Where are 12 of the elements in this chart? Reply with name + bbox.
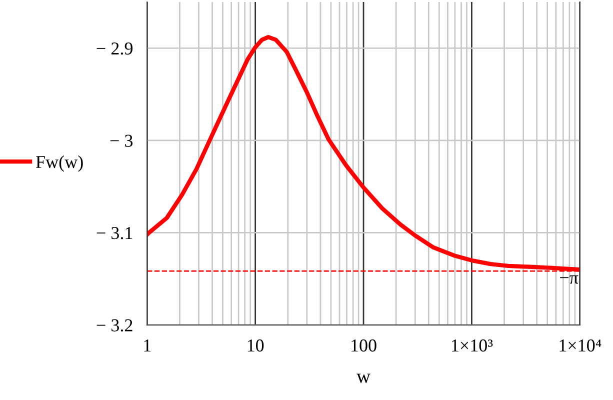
- x-tick-label: 10: [248, 339, 264, 352]
- x-tick-label: 1×10³: [452, 339, 493, 352]
- y-tick-label: − 3.1: [96, 227, 132, 240]
- y-tick-label: − 2.9: [96, 42, 132, 55]
- legend-label: Fw(w): [36, 155, 83, 172]
- x-axis-title: w: [356, 374, 370, 383]
- y-tick-label: − 3: [110, 134, 133, 147]
- ref-line-label: −π: [560, 275, 578, 284]
- x-tick-label: 1×10⁴: [560, 339, 602, 352]
- y-tick-label: − 3.2: [96, 319, 132, 332]
- x-tick-label: 100: [352, 339, 376, 352]
- x-tick-label: 1: [144, 340, 151, 352]
